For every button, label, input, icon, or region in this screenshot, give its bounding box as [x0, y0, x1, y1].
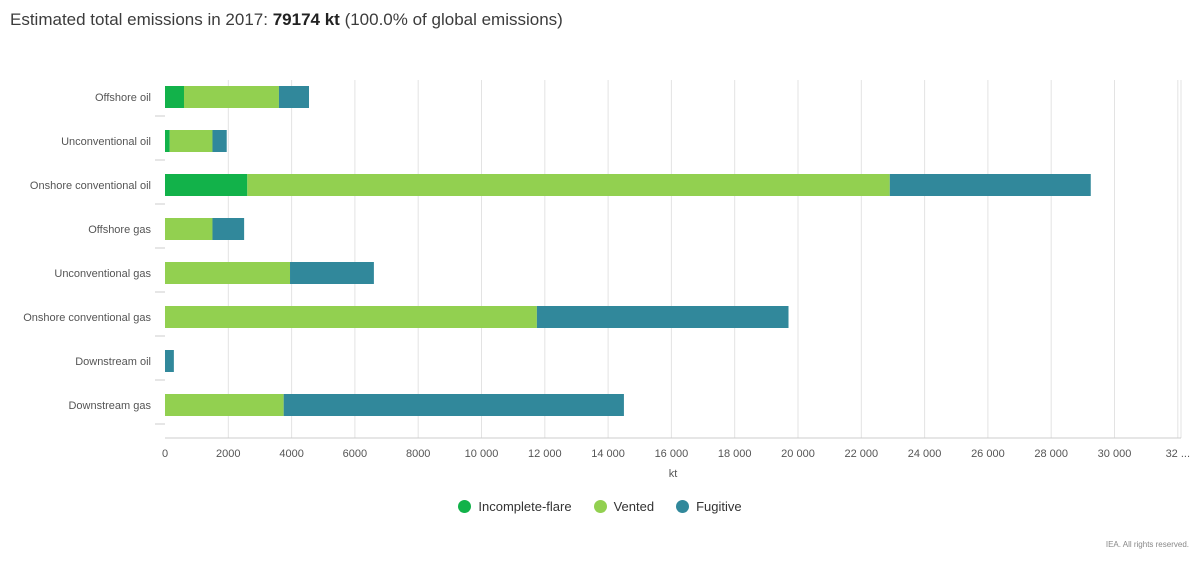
- legend-label: Fugitive: [696, 499, 742, 514]
- y-category-label: Offshore gas: [88, 224, 151, 236]
- legend-item-vented[interactable]: Vented: [593, 499, 655, 514]
- bar-segment-fugitive: [278, 86, 310, 108]
- bar-segment-vented: [169, 130, 213, 152]
- bar-segment-fugitive: [212, 130, 227, 152]
- legend-label: Incomplete-flare: [478, 499, 572, 514]
- title-total: 79174 kt: [272, 10, 340, 29]
- x-tick-label: 16 000: [655, 448, 689, 460]
- y-category-label: Onshore conventional oil: [30, 180, 151, 192]
- y-category-label: Offshore oil: [95, 92, 151, 104]
- bar-segment-incomplete-flare: [165, 174, 248, 196]
- y-category-label: Unconventional gas: [54, 268, 151, 280]
- x-tick-label: 24 000: [908, 448, 942, 460]
- bar-segment-vented: [165, 262, 291, 284]
- bar-segment-vented: [165, 306, 537, 328]
- x-tick-label: 8000: [406, 448, 430, 460]
- x-tick-label: 30 000: [1098, 448, 1132, 460]
- x-tick-label: 6000: [343, 448, 367, 460]
- bar-segment-vented: [247, 174, 890, 196]
- x-tick-label: 26 000: [971, 448, 1005, 460]
- x-tick-label: 20 000: [781, 448, 815, 460]
- bar-segment-fugitive: [889, 174, 1091, 196]
- bar-segment-vented: [165, 218, 213, 240]
- legend-swatch-icon: [676, 500, 690, 513]
- legend-swatch-icon: [458, 500, 472, 513]
- title-prefix: Estimated total emissions in 2017:: [10, 10, 268, 29]
- x-tick-label: 0: [162, 448, 168, 460]
- y-category-label: Unconventional oil: [61, 136, 151, 148]
- x-tick-label: 10 000: [465, 448, 499, 460]
- x-axis-title: kt: [669, 468, 678, 480]
- x-tick-label: 32 ...: [1166, 448, 1190, 460]
- bar-segment-fugitive: [290, 262, 374, 284]
- chart-legend: Incomplete-flare Vented Fugitive: [0, 499, 1200, 514]
- bar-segment-vented: [183, 86, 279, 108]
- x-tick-label: 14 000: [591, 448, 625, 460]
- x-tick-label: 4000: [279, 448, 303, 460]
- y-category-label: Onshore conventional gas: [23, 312, 151, 324]
- x-tick-label: 2000: [216, 448, 240, 460]
- x-tick-label: 12 000: [528, 448, 562, 460]
- legend-label: Vented: [613, 499, 655, 514]
- legend-swatch-icon: [593, 500, 607, 513]
- bar-segment-fugitive: [165, 350, 174, 372]
- bar-segment-incomplete-flare: [165, 86, 184, 108]
- chart-title: Estimated total emissions in 2017: 79174…: [10, 10, 563, 30]
- legend-item-fugitive[interactable]: Fugitive: [676, 499, 742, 514]
- y-category-label: Downstream oil: [75, 356, 151, 368]
- bar-segment-vented: [165, 394, 284, 416]
- copyright-credit: IEA. All rights reserved.: [1105, 540, 1189, 549]
- x-tick-label: 18 000: [718, 448, 752, 460]
- bar-segment-fugitive: [536, 306, 789, 328]
- x-tick-label: 28 000: [1034, 448, 1068, 460]
- x-tick-label: 22 000: [844, 448, 878, 460]
- bar-segment-fugitive: [212, 218, 245, 240]
- y-category-label: Downstream gas: [68, 400, 151, 412]
- bar-segment-incomplete-flare: [165, 130, 170, 152]
- legend-item-incomplete-flare[interactable]: Incomplete-flare: [458, 499, 572, 514]
- bar-segment-fugitive: [283, 394, 624, 416]
- title-suffix: (100.0% of global emissions): [344, 10, 563, 29]
